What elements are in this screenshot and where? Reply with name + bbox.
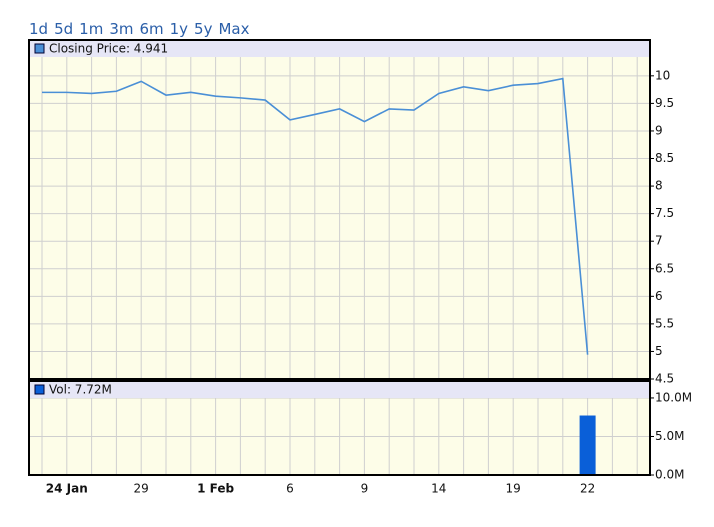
y-tick-label: 10 [655,68,670,82]
legend-swatch [34,384,45,395]
range-link[interactable]: Max [218,20,250,38]
x-tick-label: 22 [580,482,595,496]
legend-band [29,381,650,398]
range-link[interactable]: 1m [79,20,104,38]
range-links: 1d 5d 1m 3m 6m 1y 5y Max [29,20,255,38]
range-link[interactable]: 1d [29,20,49,38]
y-tick-label: 5 [655,344,663,358]
range-link[interactable]: 1y [169,20,189,38]
y-tick-label: 10.0M [655,390,692,404]
y-tick-label: 6 [655,289,663,303]
legend-band [29,40,650,57]
y-tick-label: 5.0M [655,429,684,443]
range-link[interactable]: 6m [139,20,164,38]
range-link[interactable]: 3m [109,20,134,38]
x-tick-label: 9 [361,482,369,496]
x-tick-label: 1 Feb [197,482,234,496]
range-link[interactable]: 5d [54,20,74,38]
y-tick-label: 9.5 [655,96,674,110]
y-tick-label: 5.5 [655,316,674,330]
legend-label: Closing Price: 4.941 [49,42,168,56]
legend-label: Vol: 7.72M [49,383,112,397]
y-tick-label: 4.5 [655,372,674,386]
y-tick-label: 8.5 [655,151,674,165]
y-tick-label: 0.0M [655,468,684,482]
x-tick-label: 24 Jan [46,482,88,496]
x-tick-label: 29 [134,482,149,496]
plot-border [28,39,651,380]
x-tick-label: 14 [431,482,446,496]
y-tick-label: 8 [655,179,663,193]
x-tick-label: 6 [286,482,294,496]
price-line [42,77,589,355]
y-tick-label: 6.5 [655,261,674,275]
legend-swatch [34,43,45,54]
y-tick-label: 7 [655,234,663,248]
y-tick-label: 7.5 [655,206,674,220]
volume-bar [579,415,596,475]
range-link[interactable]: 5y [194,20,213,38]
x-tick-label: 19 [506,482,521,496]
plot-border [28,380,651,476]
y-tick-label: 9 [655,123,663,137]
